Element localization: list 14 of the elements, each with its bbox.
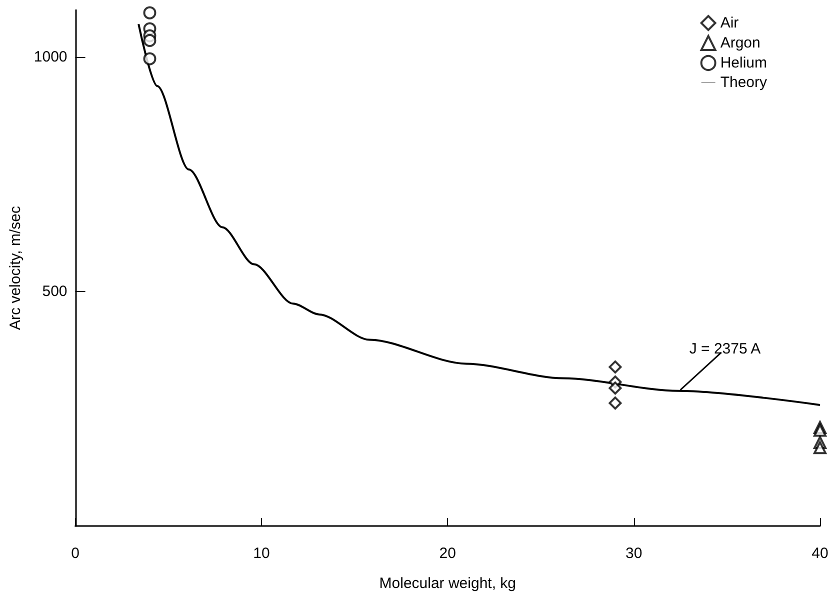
x-tick-label: 40 bbox=[812, 545, 828, 562]
x-tick-label: 10 bbox=[253, 545, 270, 562]
legend-label: Theory bbox=[720, 74, 768, 91]
legend-label: Air bbox=[720, 14, 739, 32]
y-tick-label: 1000 bbox=[34, 48, 68, 66]
legend-label: Helium bbox=[720, 54, 768, 72]
x-tick-label: 20 bbox=[439, 545, 456, 562]
x-axis-title: Molecular weight, kg bbox=[379, 575, 516, 592]
annotation: J = 2375 A bbox=[689, 340, 761, 358]
legend-label: Argon bbox=[720, 34, 760, 52]
y-tick-label: 500 bbox=[42, 282, 68, 300]
x-tick-label: 30 bbox=[625, 545, 642, 562]
x-tick-label: 0 bbox=[71, 545, 80, 562]
y-axis-title: Arc velocity, m/sec bbox=[7, 206, 24, 330]
